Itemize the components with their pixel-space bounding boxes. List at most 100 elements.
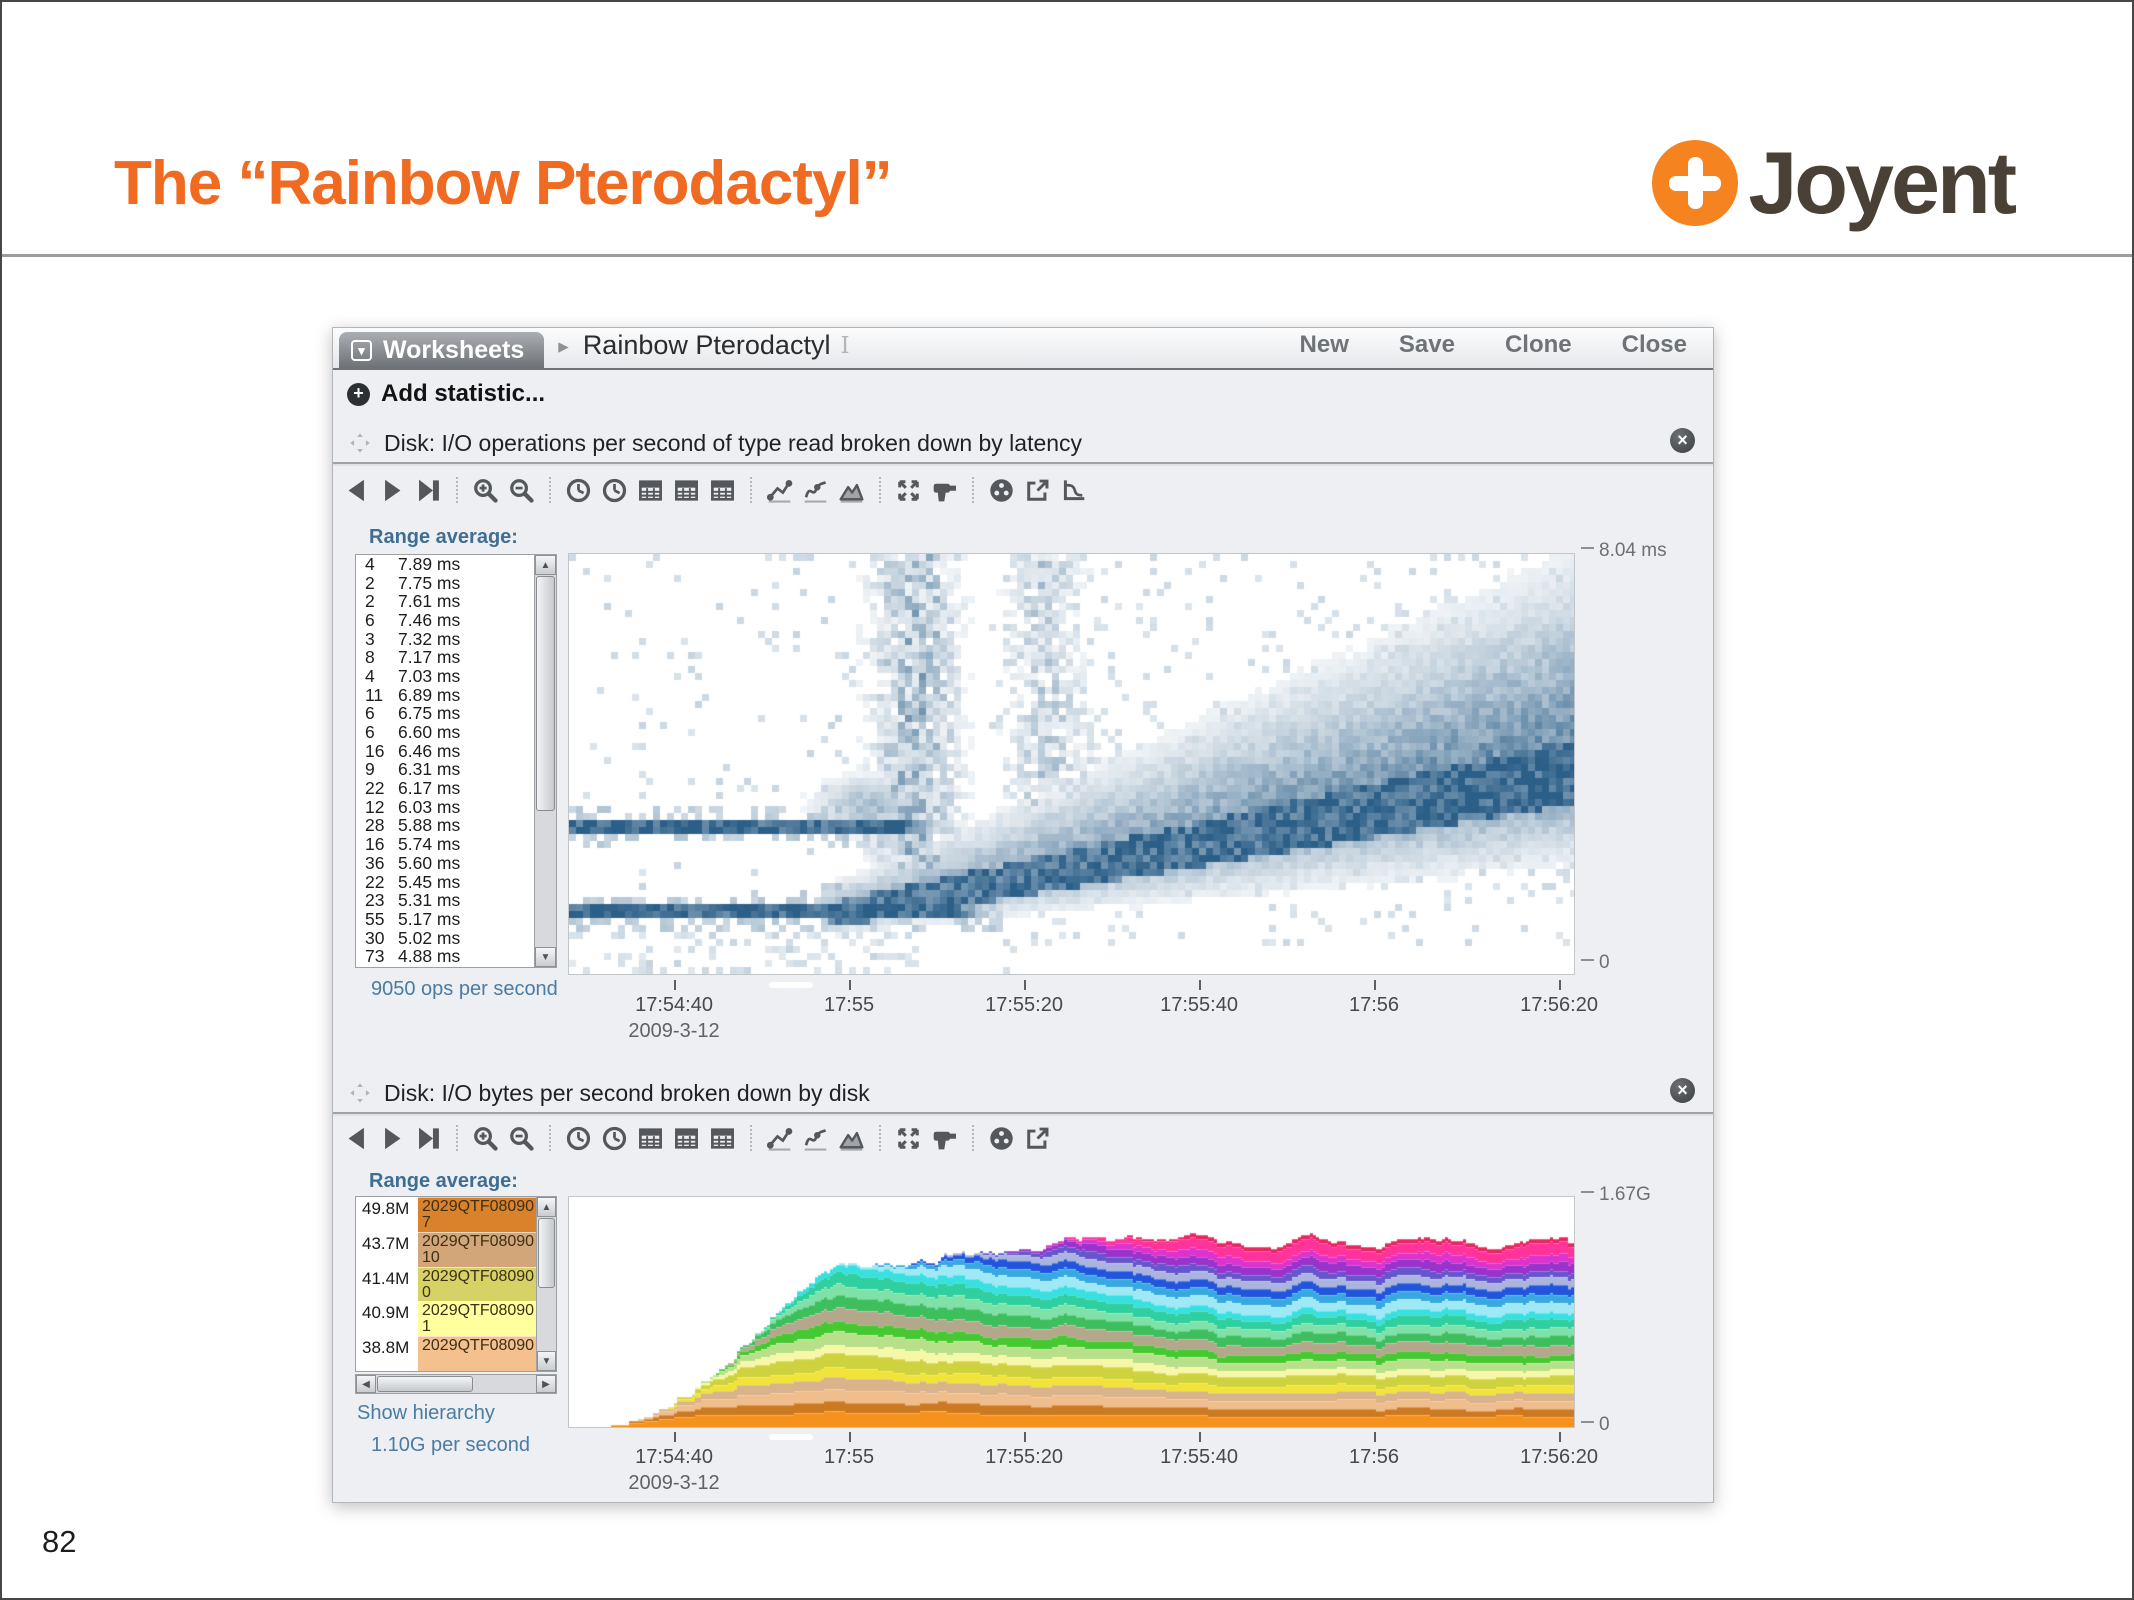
range-value: 5.88 ms [398, 815, 461, 836]
panel2-disk-list[interactable]: 49.8M 2029QTF08090 7 43.7M 2029QTF08090 10 41.… [355, 1196, 557, 1372]
latency-heatmap-canvas[interactable] [569, 554, 1574, 974]
table-icon[interactable] [637, 477, 664, 504]
range-count: 6 [365, 703, 375, 724]
range-list-item[interactable]: 3 7.32 ms [356, 629, 534, 649]
line-graph-icon[interactable] [802, 477, 829, 504]
range-list-item[interactable]: 22 6.17 ms [356, 778, 534, 798]
range-list-item[interactable]: 6 6.75 ms [356, 703, 534, 724]
new-button[interactable]: New [1299, 331, 1349, 358]
scroll-up-icon[interactable]: ▲ [537, 1197, 556, 1217]
range-list-item[interactable]: 6 7.46 ms [356, 610, 534, 630]
latency-heatmap-chart[interactable] [568, 553, 1575, 975]
scatter-plot-icon[interactable] [766, 477, 793, 504]
skip-to-end-icon[interactable] [415, 1125, 442, 1152]
zoom-in-icon[interactable] [472, 477, 499, 504]
close-button[interactable]: Close [1621, 331, 1687, 358]
time-forward-icon[interactable] [601, 1125, 628, 1152]
range-list-item[interactable]: 23 5.31 ms [356, 890, 534, 910]
scrollbar-thumb[interactable] [538, 1218, 555, 1288]
panel1-range-list[interactable]: 4 7.89 ms 2 7.75 ms 2 7.61 ms 6 7.46 ms 3 7.32 ms… [355, 554, 557, 968]
forward-icon[interactable] [379, 477, 406, 504]
decomposition-icon[interactable] [1060, 477, 1087, 504]
clone-button[interactable]: Clone [1504, 331, 1572, 358]
disk-list-item[interactable]: 41.4M 2029QTF08090 0 [356, 1266, 536, 1302]
disk-list-item[interactable]: 49.8M 2029QTF08090 7 [356, 1197, 536, 1232]
panel1-list-scrollbar[interactable]: ▲ ▼ [534, 555, 556, 967]
range-list-item[interactable]: 4 7.89 ms [356, 555, 534, 574]
mountain-graph-icon[interactable] [838, 1125, 865, 1152]
range-value: 6.46 ms [398, 740, 461, 761]
range-list-item[interactable]: 16 6.46 ms [356, 740, 534, 761]
range-list-item[interactable]: 22 5.45 ms [356, 872, 534, 892]
skip-to-end-icon[interactable] [415, 477, 442, 504]
drag-handle-icon[interactable] [349, 1082, 371, 1104]
range-list-item[interactable]: 73 4.88 ms [356, 946, 534, 966]
resize-icon[interactable] [895, 477, 922, 504]
range-list-item[interactable]: 12 6.03 ms [356, 797, 534, 817]
range-list-item[interactable]: 2 7.75 ms [356, 573, 534, 593]
show-hierarchy-link[interactable]: Show hierarchy [357, 1402, 495, 1424]
save-button[interactable]: Save [1398, 331, 1455, 358]
rainbow-stacked-area-canvas[interactable] [569, 1197, 1574, 1427]
scroll-down-icon[interactable]: ▼ [535, 947, 556, 967]
range-list-item[interactable]: 30 5.02 ms [356, 927, 534, 948]
table-details-icon[interactable] [709, 1125, 736, 1152]
range-list-item[interactable]: 28 5.88 ms [356, 815, 534, 836]
scroll-right-icon[interactable]: ▶ [536, 1375, 556, 1393]
scrollbar-thumb[interactable] [536, 576, 555, 811]
worksheets-tab[interactable]: Worksheets [339, 332, 545, 368]
open-in-new-icon[interactable] [1024, 1125, 1051, 1152]
back-icon[interactable] [343, 1125, 370, 1152]
time-forward-icon[interactable] [601, 477, 628, 504]
rainbow-stacked-area-chart[interactable] [568, 1196, 1575, 1428]
panel1-close-icon[interactable] [1670, 428, 1695, 453]
panel1-range-rows: 4 7.89 ms 2 7.75 ms 2 7.61 ms 6 7.46 ms 3 7.32 ms… [356, 555, 534, 967]
panel2-close-icon[interactable] [1670, 1078, 1695, 1103]
slide-title: The “Rainbow Pterodactyl” [114, 149, 893, 218]
color-wheel-icon[interactable] [988, 477, 1015, 504]
disk-list-item[interactable]: 43.7M 2029QTF08090 10 [356, 1231, 536, 1267]
zoom-in-icon[interactable] [472, 1125, 499, 1152]
date-label: 2009-3-12 [628, 1472, 720, 1494]
line-graph-icon[interactable] [802, 1125, 829, 1152]
zoom-out-icon[interactable] [508, 477, 535, 504]
range-list-item[interactable]: 4 7.03 ms [356, 666, 534, 686]
toolbar-separator [549, 1125, 551, 1151]
back-icon[interactable] [343, 477, 370, 504]
scroll-down-icon[interactable]: ▼ [537, 1351, 556, 1371]
range-list-item[interactable]: 11 6.89 ms [356, 685, 534, 705]
range-list-item[interactable]: 16 5.74 ms [356, 834, 534, 854]
color-wheel-icon[interactable] [988, 1125, 1015, 1152]
scroll-left-icon[interactable]: ◀ [356, 1375, 376, 1393]
range-list-item[interactable]: 2 7.61 ms [356, 591, 534, 611]
drilldown-icon[interactable] [931, 1125, 958, 1152]
panel2-horizontal-scrollbar[interactable]: ◀ ▶ [355, 1374, 557, 1394]
time-back-icon[interactable] [565, 1125, 592, 1152]
mountain-graph-icon[interactable] [838, 477, 865, 504]
range-count: 30 [365, 927, 385, 948]
open-in-new-icon[interactable] [1024, 477, 1051, 504]
drilldown-icon[interactable] [931, 477, 958, 504]
range-list-item[interactable]: 9 6.31 ms [356, 759, 534, 779]
scroll-up-icon[interactable]: ▲ [535, 555, 556, 575]
range-list-item[interactable]: 55 5.17 ms [356, 909, 534, 929]
scrollbar-thumb[interactable] [377, 1376, 473, 1392]
resize-icon[interactable] [895, 1125, 922, 1152]
panel2-list-scrollbar[interactable]: ▲ ▼ [536, 1197, 556, 1371]
worksheet-title[interactable]: Rainbow Pterodactyl [582, 330, 831, 360]
drag-handle-icon[interactable] [349, 432, 371, 454]
table-details-icon[interactable] [709, 477, 736, 504]
range-list-item[interactable]: 8 7.17 ms [356, 647, 534, 667]
table-icon[interactable] [637, 1125, 664, 1152]
table-summary-icon[interactable] [673, 1125, 700, 1152]
forward-icon[interactable] [379, 1125, 406, 1152]
range-list-item[interactable]: 6 6.60 ms [356, 722, 534, 742]
disk-list-item[interactable]: 38.8M 2029QTF08090 [356, 1336, 536, 1371]
scatter-plot-icon[interactable] [766, 1125, 793, 1152]
time-back-icon[interactable] [565, 477, 592, 504]
zoom-out-icon[interactable] [508, 1125, 535, 1152]
disk-list-item[interactable]: 40.9M 2029QTF08090 1 [356, 1301, 536, 1337]
range-list-item[interactable]: 36 5.60 ms [356, 853, 534, 873]
table-summary-icon[interactable] [673, 477, 700, 504]
add-statistic-button[interactable]: Add statistic... [347, 380, 545, 408]
